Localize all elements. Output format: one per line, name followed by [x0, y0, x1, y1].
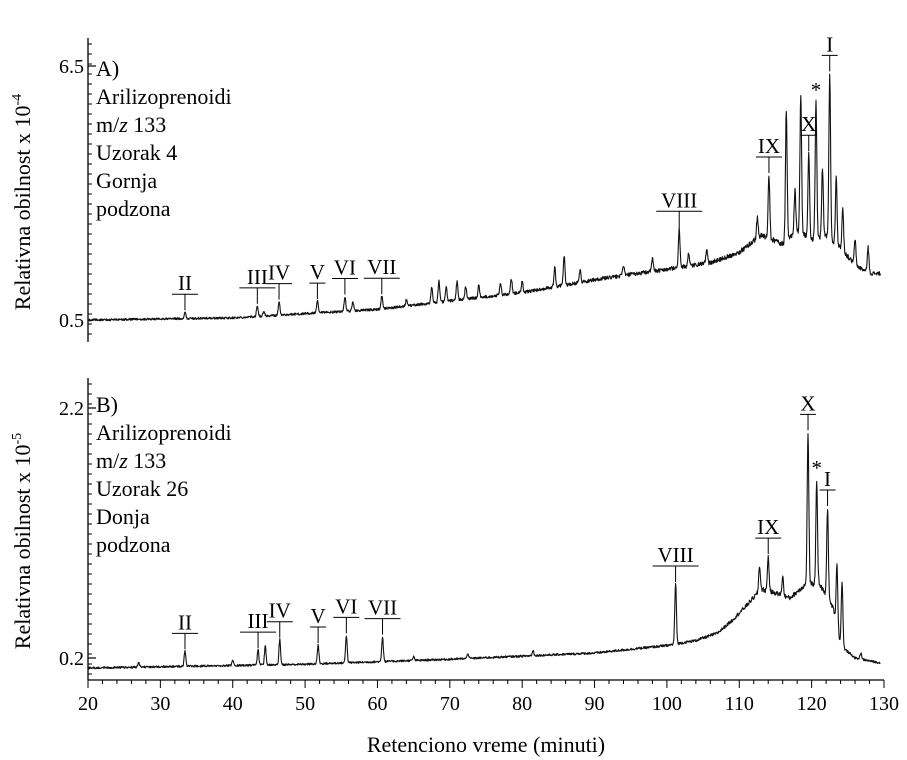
- y-axis-label: Relativna obilnost x 10-4: [10, 94, 35, 310]
- panel-b: 2.2 0.2 Relativna obilnost x 10-5 B) Arilizo…: [10, 378, 881, 680]
- y-axis-label-exponent: -5: [10, 433, 25, 445]
- peak-label: VII: [368, 596, 397, 620]
- mz-prefix: m/: [96, 448, 120, 473]
- peak-label: VI: [335, 594, 357, 618]
- chromatogram-trace: [87, 433, 881, 670]
- panel-text-line: m/z 133: [96, 112, 166, 137]
- x-tick-label: 90: [585, 693, 605, 715]
- x-tick-label: 50: [295, 693, 315, 715]
- panel-text-line: podzona: [96, 196, 171, 221]
- panel-text-line: Donja: [96, 504, 150, 529]
- mz-prefix: m/: [96, 112, 120, 137]
- peak-label: V: [311, 604, 326, 628]
- panel-text-line: Gornja: [96, 168, 157, 193]
- y-axis-label-main: Relativna obilnost x 10: [10, 444, 35, 649]
- x-tick-label: 100: [652, 693, 682, 715]
- y-axis-label: Relativna obilnost x 10-5: [10, 433, 35, 649]
- x-axis-label: Retenciono vreme (minuti): [367, 732, 605, 757]
- y-axis-label-exponent: -4: [10, 94, 25, 106]
- panel-text-line: Uzorak 26: [96, 476, 188, 501]
- mz-z: z: [118, 448, 128, 473]
- x-tick-label: 30: [150, 693, 170, 715]
- y-tick-label: 6.5: [59, 56, 84, 78]
- mz-value: 133: [128, 448, 167, 473]
- peak-label: IX: [758, 134, 780, 158]
- y-tick-label: 0.5: [59, 310, 84, 332]
- peak-label: X: [800, 391, 815, 415]
- peak-label: IX: [757, 515, 779, 539]
- y-tick-label: 2.2: [59, 398, 84, 420]
- peak-label: I: [824, 467, 831, 491]
- x-tick-label: 110: [725, 693, 754, 715]
- panel-text-line: m/z 133: [96, 448, 166, 473]
- panel-text-line: Arilizoprenoidi: [96, 420, 232, 445]
- x-tick-label: 130: [869, 693, 899, 715]
- mz-value: 133: [128, 112, 167, 137]
- peak-label-star: *: [811, 78, 822, 102]
- peak-label: X: [801, 112, 816, 136]
- peak-label-star: *: [811, 456, 822, 480]
- peak-label: VI: [334, 256, 356, 280]
- y-axis-label-main: Relativna obilnost x 10: [10, 105, 35, 310]
- x-tick-label: 120: [797, 693, 827, 715]
- peak-label: IV: [269, 599, 291, 623]
- peak-label: III: [248, 609, 269, 633]
- peak-label: VIII: [658, 543, 694, 567]
- peak-label: V: [310, 260, 325, 284]
- panel-a: 6.5 0.5 Relativna obilnost x 10-4 A) Arilizo…: [10, 32, 881, 342]
- mz-z: z: [118, 112, 128, 137]
- panel-text-line: Uzorak 4: [96, 140, 177, 165]
- panel-text-line: podzona: [96, 532, 171, 557]
- panel-text-line: Arilizoprenoidi: [96, 84, 232, 109]
- x-tick-label: 60: [367, 693, 387, 715]
- panel-text-line: A): [96, 56, 119, 81]
- x-tick-label: 70: [440, 693, 460, 715]
- x-tick-label: 20: [78, 693, 98, 715]
- peak-label: III: [247, 265, 268, 289]
- y-tick-label: 0.2: [59, 648, 84, 670]
- peak-label: IV: [268, 261, 290, 285]
- peak-label: VII: [367, 255, 396, 279]
- peak-label: VIII: [661, 188, 697, 212]
- peak-label: II: [178, 610, 192, 634]
- panel-text-line: B): [96, 392, 118, 417]
- peak-label: II: [178, 271, 192, 295]
- chromatogram-trace: [88, 73, 881, 322]
- x-tick-label: 80: [512, 693, 532, 715]
- peak-label: I: [826, 32, 833, 56]
- x-tick-label: 40: [223, 693, 243, 715]
